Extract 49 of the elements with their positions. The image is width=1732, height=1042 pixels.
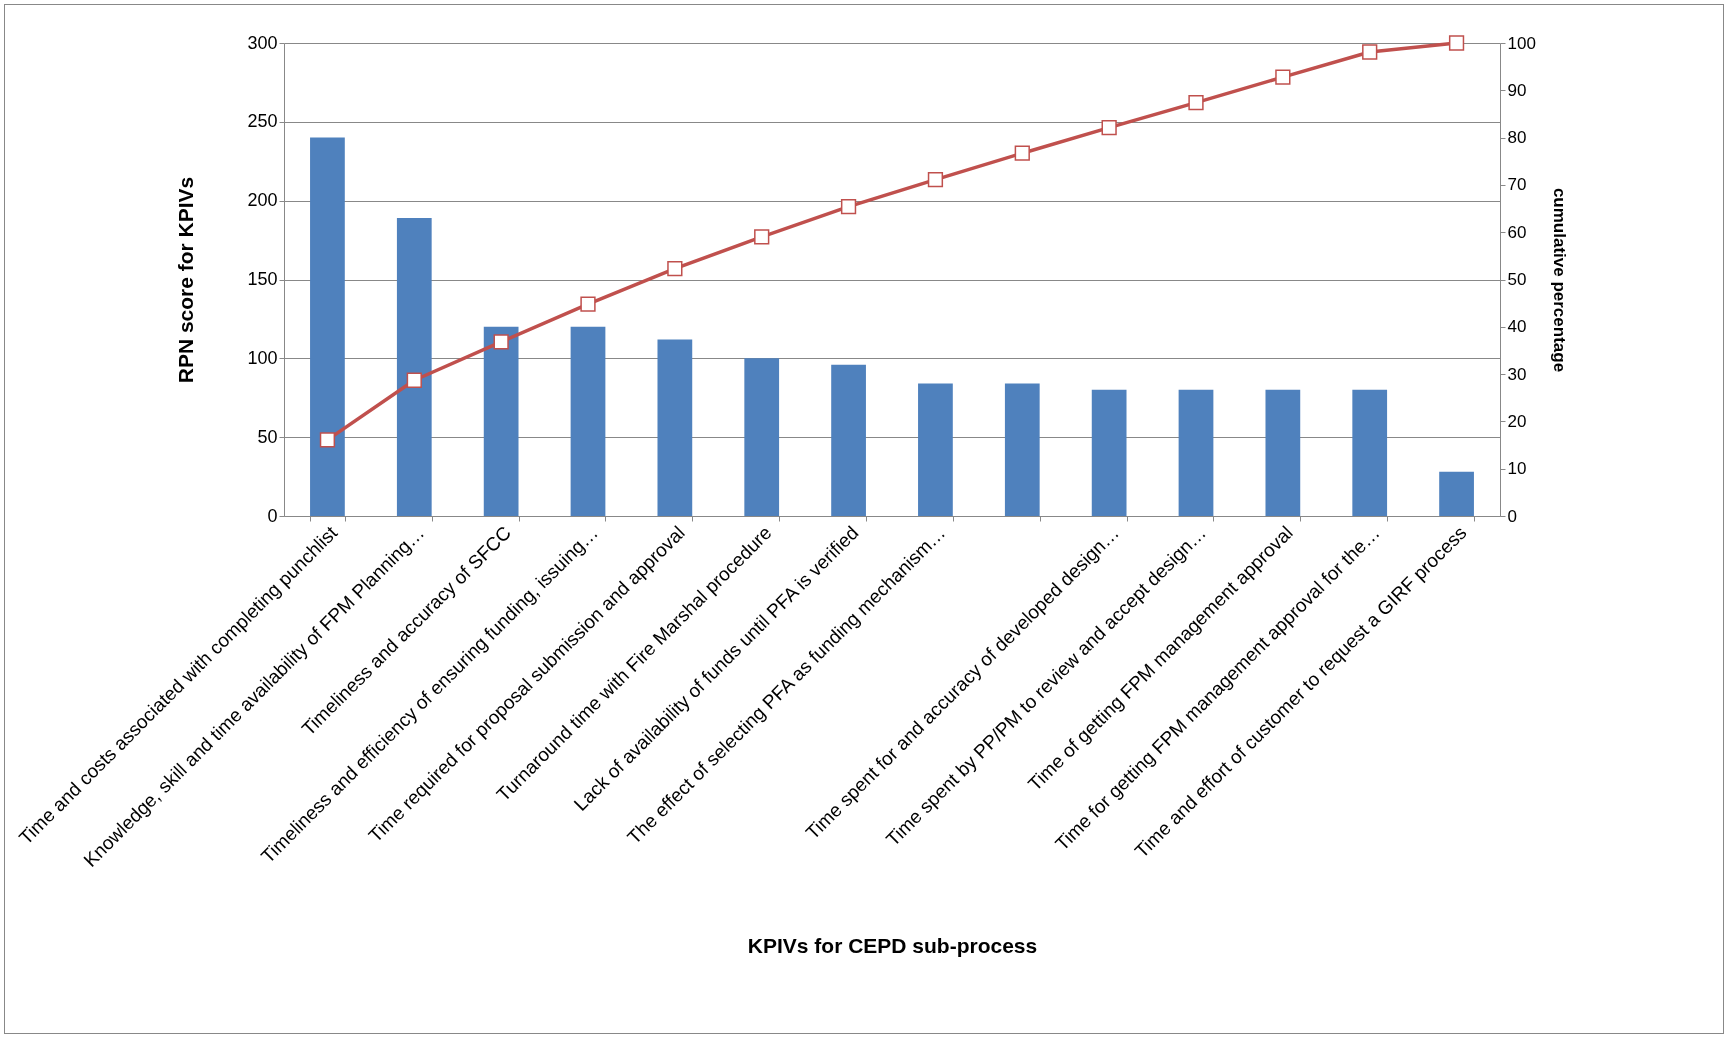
y2-tick-label: 40 <box>1507 317 1527 337</box>
y-tick-label: 300 <box>247 32 278 53</box>
bar <box>918 383 953 516</box>
point <box>667 260 683 277</box>
y2-tick-label: 50 <box>1507 270 1527 289</box>
bar <box>744 358 780 516</box>
point <box>319 432 336 448</box>
y2-tick-label: 100 <box>1507 33 1536 53</box>
point <box>927 172 944 188</box>
y2-tick-label: 0 <box>1507 506 1517 526</box>
bar <box>1091 389 1127 516</box>
point <box>1275 69 1291 85</box>
point <box>1188 94 1204 111</box>
y-tick-label: 0 <box>267 505 278 526</box>
bar <box>657 339 693 516</box>
bar <box>396 218 432 516</box>
y2-tick-label: 60 <box>1507 222 1527 242</box>
bar <box>1352 389 1388 516</box>
y-tick-label: 150 <box>247 269 278 289</box>
bar <box>570 326 606 516</box>
point <box>493 334 509 350</box>
bar <box>1265 389 1301 516</box>
y-tick-label: 100 <box>247 347 278 368</box>
bar <box>483 326 519 516</box>
y2-tick-label: 30 <box>1507 364 1527 384</box>
x-axis-title: KPIVs for CEPD sub-process <box>747 933 1038 957</box>
y2-axis-title: cumulative percentage <box>1549 187 1569 373</box>
y2-tick-label: 70 <box>1507 175 1527 195</box>
point <box>406 372 422 388</box>
y2-tick-label: 90 <box>1507 80 1527 100</box>
bar <box>1439 471 1474 516</box>
point <box>580 296 596 312</box>
bar <box>1178 389 1214 516</box>
y-tick-label: 50 <box>257 426 278 447</box>
point <box>1101 120 1117 136</box>
point <box>1014 145 1030 161</box>
y2-tick-label: 20 <box>1507 411 1527 431</box>
y-axis-title: RPN score for KPIVs <box>174 176 198 384</box>
bar <box>1004 383 1040 516</box>
y2-tick-label: 80 <box>1507 128 1527 148</box>
point <box>1362 44 1378 60</box>
point <box>840 199 857 215</box>
bar <box>310 137 345 516</box>
y2-tick-label: 10 <box>1507 459 1527 479</box>
point <box>754 229 770 245</box>
point <box>1448 35 1465 51</box>
y-tick-label: 200 <box>247 190 278 211</box>
y-tick-label: 250 <box>247 111 278 132</box>
bar <box>831 364 866 516</box>
